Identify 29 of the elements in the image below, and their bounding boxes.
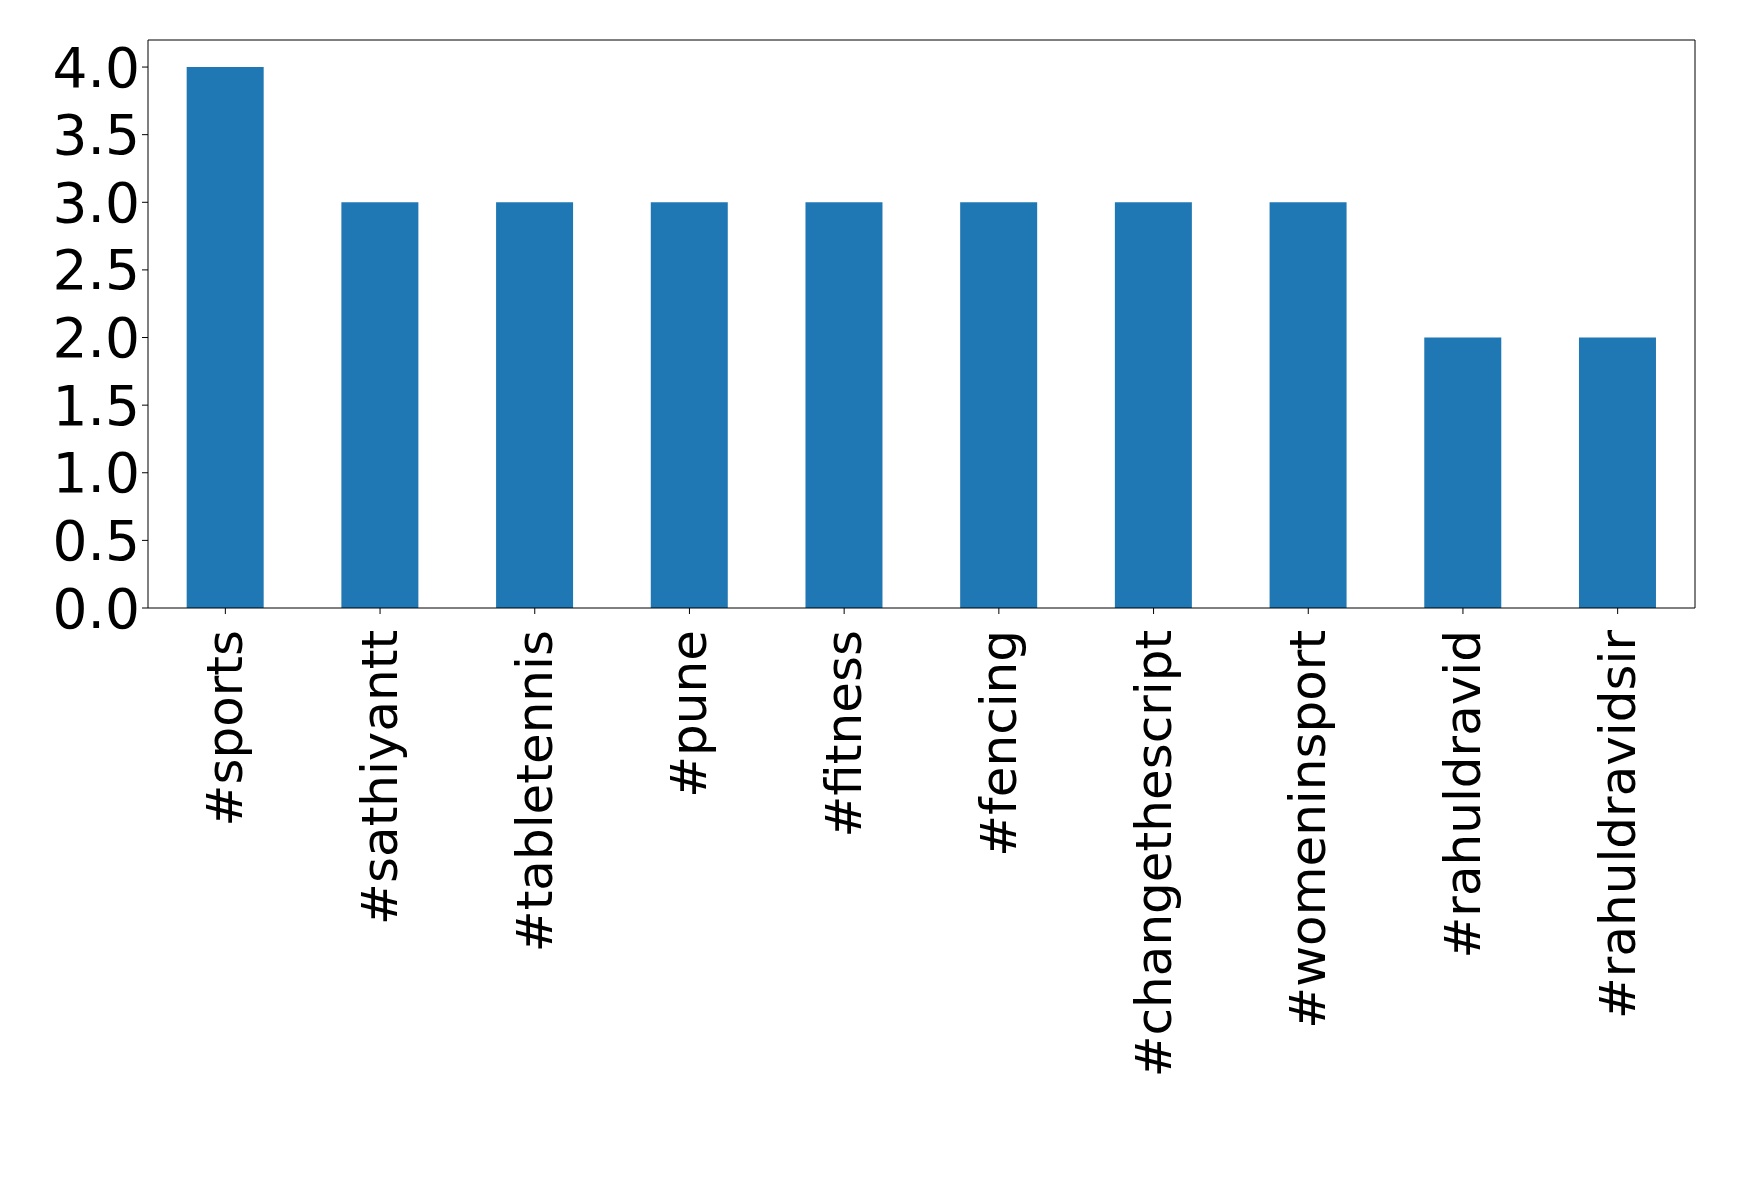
y-tick-label: 1.5 <box>52 373 140 438</box>
x-tick-label: #rahuldravidsir <box>1588 629 1647 1020</box>
y-tick-label: 3.0 <box>52 170 140 235</box>
x-tick-label: #tabletennis <box>505 630 564 953</box>
bar <box>1578 337 1656 608</box>
y-tick-label: 1.0 <box>52 441 140 506</box>
x-tick-label: #sports <box>196 630 255 827</box>
x-tick-label: #rahuldravid <box>1433 630 1492 959</box>
bar <box>805 202 883 608</box>
bar <box>650 202 728 608</box>
y-tick-label: 2.0 <box>52 306 140 371</box>
bar <box>186 67 264 608</box>
bar <box>1269 202 1347 608</box>
bar <box>960 202 1038 608</box>
bar <box>341 202 419 608</box>
x-tick-label: #fencing <box>969 630 1028 857</box>
y-tick-label: 0.0 <box>52 576 140 641</box>
bar <box>1114 202 1192 608</box>
bar <box>1424 337 1502 608</box>
y-tick-label: 4.0 <box>52 35 140 100</box>
bar <box>496 202 574 608</box>
y-tick-label: 2.5 <box>52 238 140 303</box>
x-tick-label: #pune <box>660 630 719 798</box>
x-tick-label: #womeninsport <box>1279 630 1338 1029</box>
x-tick-label: #sathiyantt <box>351 630 410 925</box>
y-tick-label: 3.5 <box>52 103 140 168</box>
x-tick-label: #fitness <box>815 630 874 838</box>
x-tick-label: #changethescript <box>1124 630 1183 1078</box>
y-tick-label: 0.5 <box>52 508 140 573</box>
